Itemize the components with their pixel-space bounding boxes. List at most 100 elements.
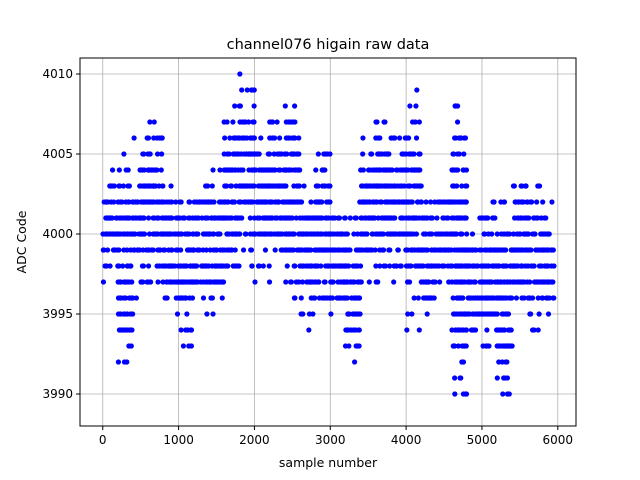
data-point [328, 311, 334, 317]
data-point [249, 263, 255, 269]
y-tick-label: 4005 [42, 147, 73, 161]
data-point [155, 215, 161, 221]
data-point [322, 279, 328, 285]
y-tick-label: 3995 [42, 307, 73, 321]
data-point [283, 183, 289, 189]
data-point [454, 183, 460, 189]
data-point [147, 151, 153, 157]
data-point [503, 263, 510, 269]
data-point [313, 167, 319, 173]
data-point [401, 183, 407, 189]
data-point [232, 247, 238, 253]
data-point [536, 183, 543, 189]
data-point [194, 263, 200, 269]
data-point [256, 263, 262, 269]
data-point [316, 279, 322, 285]
data-point [536, 311, 542, 317]
data-point [119, 199, 125, 205]
data-point [455, 167, 461, 173]
data-point [124, 247, 130, 253]
data-point [417, 167, 423, 173]
data-point [463, 391, 470, 397]
data-point [500, 391, 506, 397]
data-point [395, 247, 401, 253]
data-point [327, 151, 333, 157]
data-point [346, 343, 352, 349]
data-point [528, 247, 534, 253]
data-point [411, 151, 417, 157]
data-point [231, 199, 238, 205]
data-point [169, 199, 175, 205]
data-point [550, 279, 556, 285]
data-point [301, 183, 307, 189]
data-point [414, 87, 420, 93]
data-point [462, 135, 469, 141]
data-point [109, 167, 116, 173]
data-point [159, 151, 165, 157]
data-point [372, 215, 378, 221]
data-point [117, 183, 123, 189]
data-point [437, 279, 443, 285]
data-point [204, 311, 210, 317]
data-point [180, 343, 187, 349]
data-point [203, 247, 209, 253]
data-point [209, 183, 215, 189]
data-point [251, 103, 257, 109]
data-point [181, 215, 188, 221]
data-point [169, 247, 175, 253]
data-point [534, 199, 540, 205]
data-point [501, 199, 508, 205]
x-tick-label: 5000 [467, 433, 498, 447]
data-point [292, 119, 298, 125]
data-point [463, 215, 469, 221]
data-point [237, 103, 243, 109]
data-point [292, 103, 298, 109]
data-point [251, 119, 257, 125]
data-point [505, 311, 512, 317]
data-point [482, 231, 488, 237]
data-point [160, 279, 166, 285]
data-point [375, 279, 381, 285]
data-point [451, 151, 457, 157]
data-point [162, 247, 168, 253]
data-point [124, 359, 130, 365]
data-point [300, 311, 306, 317]
data-point [266, 263, 272, 269]
data-point [100, 279, 107, 285]
data-point [543, 215, 549, 221]
data-point [217, 167, 223, 173]
data-point [418, 199, 425, 205]
data-point [128, 263, 134, 269]
data-point [126, 183, 133, 189]
data-point [140, 263, 147, 269]
data-point [312, 295, 318, 301]
data-point [377, 135, 383, 141]
data-point [528, 311, 534, 317]
data-point [392, 215, 398, 221]
data-point [211, 231, 217, 237]
data-point [398, 263, 404, 269]
data-point [292, 263, 298, 269]
data-point [237, 231, 243, 237]
data-point [459, 231, 465, 237]
data-point [186, 231, 192, 237]
data-point [540, 295, 546, 301]
data-point [282, 103, 288, 109]
data-point [131, 135, 137, 141]
data-point [145, 215, 152, 221]
data-point [464, 231, 470, 237]
data-point [463, 343, 469, 349]
data-point [489, 231, 495, 237]
data-point [342, 215, 348, 221]
data-point [517, 231, 523, 237]
data-point [347, 215, 353, 221]
data-point [240, 167, 246, 173]
data-point [148, 279, 154, 285]
data-point [299, 279, 306, 285]
data-point [429, 231, 435, 237]
data-point [251, 87, 257, 93]
data-point [347, 247, 353, 253]
x-tick-label: 0 [99, 433, 107, 447]
data-point [128, 343, 134, 349]
data-point [463, 327, 470, 333]
